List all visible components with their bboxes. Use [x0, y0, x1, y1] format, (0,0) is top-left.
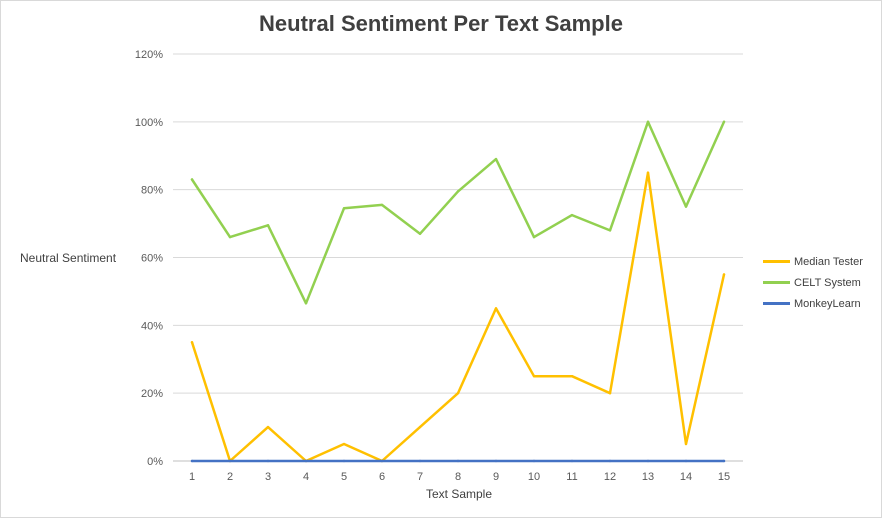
data-point	[342, 207, 346, 210]
data-point	[380, 459, 384, 463]
data-point	[684, 442, 688, 446]
legend-item: CELT System	[763, 272, 863, 293]
legend-swatch	[763, 302, 790, 305]
x-tick-label: 9	[493, 471, 499, 483]
data-point	[228, 235, 232, 239]
data-point	[190, 341, 194, 344]
data-point	[266, 425, 270, 429]
x-tick-label: 11	[566, 471, 577, 483]
data-point	[190, 178, 194, 181]
data-point	[494, 307, 498, 310]
data-point	[646, 120, 650, 124]
legend: Median Tester CELT System MonkeyLearn	[763, 251, 863, 314]
x-tick-label: 5	[341, 471, 347, 483]
legend-swatch	[763, 260, 790, 263]
data-point	[456, 459, 460, 463]
x-tick-label: 12	[604, 471, 616, 483]
y-tick-label: 120%	[135, 49, 163, 61]
y-axis-label: Neutral Sentiment	[20, 251, 117, 265]
data-point	[304, 302, 308, 305]
y-tick-label: 20%	[141, 388, 163, 400]
data-point	[342, 459, 346, 463]
legend-item: Median Tester	[763, 251, 863, 272]
y-tick-label: 60%	[141, 253, 163, 265]
x-tick-label: 8	[455, 471, 461, 483]
x-tick-label: 10	[528, 471, 540, 483]
data-point	[266, 459, 270, 463]
data-point	[342, 442, 346, 446]
data-point	[722, 273, 726, 276]
data-point	[570, 459, 574, 463]
legend-label: MonkeyLearn	[794, 297, 861, 310]
data-point	[266, 224, 270, 227]
data-point	[418, 232, 422, 235]
y-tick-label: 100%	[135, 117, 163, 129]
y-tick-label: 80%	[141, 185, 163, 197]
data-point	[380, 203, 384, 207]
data-point	[608, 459, 612, 463]
x-axis-label: Text Sample	[425, 487, 493, 501]
x-tick-label: 13	[642, 471, 654, 483]
data-point	[684, 459, 688, 463]
series-line-celt-system	[190, 120, 726, 305]
data-point	[418, 425, 422, 429]
data-point	[228, 459, 232, 463]
data-point	[532, 235, 536, 239]
x-tick-label: 6	[379, 471, 385, 483]
data-point	[608, 229, 612, 232]
y-tick-label: 40%	[141, 320, 163, 332]
data-point	[418, 459, 422, 463]
x-tick-label: 3	[265, 471, 271, 483]
x-tick-label: 2	[227, 471, 233, 483]
data-point	[532, 375, 536, 378]
chart-title: Neutral Sentiment Per Text Sample	[259, 11, 623, 36]
data-point	[570, 213, 574, 217]
data-point	[304, 459, 308, 463]
data-point	[646, 171, 650, 174]
data-point	[646, 459, 650, 463]
legend-label: CELT System	[794, 276, 861, 289]
data-point	[190, 459, 194, 463]
data-point	[456, 190, 460, 193]
legend-item: MonkeyLearn	[763, 293, 863, 314]
x-tick-label: 14	[680, 471, 692, 483]
data-point	[494, 459, 498, 463]
data-point	[532, 459, 536, 463]
data-point	[494, 157, 498, 161]
data-point	[570, 375, 574, 378]
legend-swatch	[763, 281, 790, 284]
legend-label: Median Tester	[794, 255, 863, 268]
y-tick-label: 0%	[147, 456, 163, 468]
data-point	[608, 391, 612, 395]
data-point	[722, 459, 726, 463]
series-line-median-tester	[190, 171, 726, 463]
x-tick-label: 7	[417, 471, 423, 483]
data-point	[456, 391, 460, 395]
data-point	[722, 120, 726, 124]
x-tick-label: 4	[303, 471, 309, 483]
x-tick-label: 1	[189, 471, 195, 483]
data-point	[684, 205, 688, 208]
x-tick-label: 15	[718, 471, 730, 483]
